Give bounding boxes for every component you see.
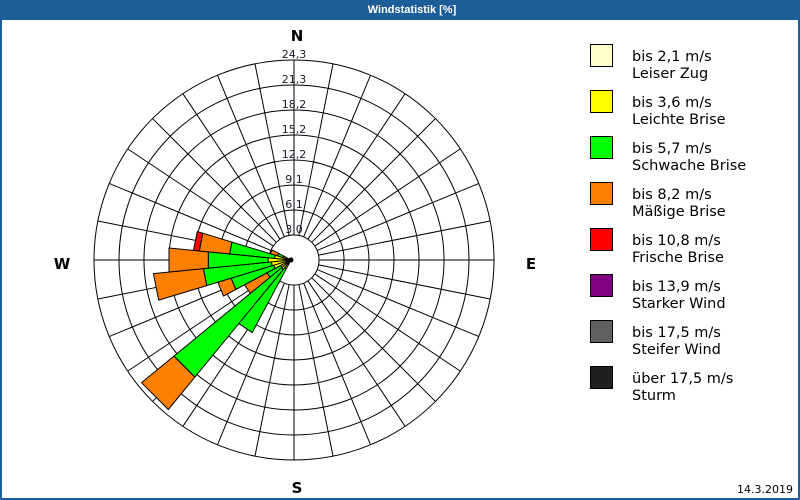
legend-text: bis 10,8 m/s Frische Brise [632, 233, 724, 267]
legend-label: Schwache Brise [632, 158, 747, 174]
grid-spoke [314, 148, 461, 247]
grid-spoke [217, 75, 285, 238]
legend-swatch [590, 44, 613, 67]
wind-bar [193, 231, 292, 261]
radial-tick-labels: 3,0 6,1 9,1 12,2 15,2 18,2 21,3 24,3 [282, 48, 307, 236]
grid-spoke [127, 148, 274, 247]
grid-spoke [152, 118, 277, 243]
grid-spoke [109, 183, 272, 251]
legend-text: bis 5,7 m/s Schwache Brise [632, 141, 746, 175]
grid-spoke [314, 273, 461, 372]
radial-tick-label: 24,3 [282, 48, 307, 61]
compass-label-south: S [291, 479, 303, 497]
grid-spoke [298, 284, 334, 457]
legend-item-starker-wind: bis 13,9 m/s Starker Wind [590, 274, 795, 320]
legend-range: über 17,5 m/s [632, 371, 734, 387]
legend-label: Leichte Brise [632, 112, 726, 128]
legend-item-frische-brise: bis 10,8 m/s Frische Brise [590, 228, 795, 274]
legend-item-schwache-brise: bis 5,7 m/s Schwache Brise [590, 136, 795, 182]
legend-item-sturm: über 17,5 m/s Sturm [590, 366, 795, 412]
rose-center [288, 257, 294, 263]
legend-text: bis 3,6 m/s Leichte Brise [632, 95, 726, 129]
legend-item-steifer-wind: bis 17,5 m/s Steifer Wind [590, 320, 795, 366]
bar-segment [152, 268, 208, 301]
grid-spoke [254, 63, 290, 236]
grid-spoke [254, 284, 290, 457]
grid-spoke [307, 280, 406, 427]
legend-range: bis 5,7 m/s [632, 141, 712, 157]
legend-label: Sturm [632, 388, 676, 404]
legend-label: Starker Wind [632, 296, 726, 312]
legend-label: Leiser Zug [632, 66, 709, 82]
compass-label-east: E [525, 255, 537, 273]
grid-spoke [311, 277, 436, 402]
bar-segment [270, 249, 280, 257]
radial-tick-label: 9,1 [285, 173, 303, 186]
legend-swatch [590, 366, 613, 389]
grid-spoke [316, 183, 479, 251]
grid-spoke [303, 282, 371, 445]
legend-text: bis 13,9 m/s Starker Wind [632, 279, 726, 313]
legend-swatch [590, 136, 613, 159]
grid-spoke [318, 264, 491, 300]
grid-spoke [303, 75, 371, 238]
bar-segment [198, 232, 233, 255]
grid-spoke [316, 269, 479, 337]
legend-range: bis 13,9 m/s [632, 279, 721, 295]
bar-segment [141, 355, 196, 410]
grid-spoke [217, 282, 285, 445]
legend-range: bis 8,2 m/s [632, 187, 712, 203]
legend-text: über 17,5 m/s Sturm [632, 371, 733, 405]
wind-bars [141, 231, 292, 410]
legend-range: bis 3,6 m/s [632, 95, 712, 111]
radial-tick-label: 6,1 [285, 198, 303, 211]
legend-item-maessige-brise: bis 8,2 m/s Mäßige Brise [590, 182, 795, 228]
grid-spoke [318, 220, 491, 256]
grid-ring [143, 109, 445, 411]
radial-tick-label: 3,0 [285, 223, 303, 236]
legend-range: bis 17,5 m/s [632, 325, 721, 341]
legend-text: bis 8,2 m/s Mäßige Brise [632, 187, 726, 221]
window-title: Windstatistik [%] [367, 4, 457, 16]
legend-text: bis 2,1 m/s Leiser Zug [632, 49, 712, 83]
grid-spoke [307, 93, 406, 240]
radial-tick-label: 12,2 [282, 148, 307, 161]
wind-bar [270, 249, 292, 261]
radial-tick-label: 21,3 [282, 73, 307, 86]
compass-label-west: W [53, 255, 71, 273]
bar-segment [193, 231, 204, 252]
title-bar: Windstatistik [%] [0, 0, 800, 20]
legend-item-leichte-brise: bis 3,6 m/s Leichte Brise [590, 90, 795, 136]
legend-swatch [590, 182, 613, 205]
grid-spoke [298, 63, 334, 236]
bar-segment [168, 247, 209, 273]
legend-swatch [590, 228, 613, 251]
legend-range: bis 2,1 m/s [632, 49, 712, 65]
grid-spoke [311, 118, 436, 243]
compass-label-north: N [290, 27, 304, 45]
legend-label: Frische Brise [632, 250, 724, 266]
legend-swatch [590, 274, 613, 297]
polar-grid [93, 59, 495, 461]
legend-label: Mäßige Brise [632, 204, 726, 220]
legend-label: Steifer Wind [632, 342, 721, 358]
radial-tick-label: 18,2 [282, 98, 307, 111]
date-stamp: 14.3.2019 [737, 483, 793, 496]
grid-ring [93, 59, 495, 461]
legend-range: bis 10,8 m/s [632, 233, 721, 249]
legend-swatch [590, 90, 613, 113]
grid-ring [118, 84, 470, 436]
legend-swatch [590, 320, 613, 343]
legend-text: bis 17,5 m/s Steifer Wind [632, 325, 721, 359]
wind-bar [168, 247, 292, 273]
grid-spoke [182, 93, 281, 240]
legend-item-leiser-zug: bis 2,1 m/s Leiser Zug [590, 44, 795, 90]
radial-tick-label: 15,2 [282, 123, 307, 136]
